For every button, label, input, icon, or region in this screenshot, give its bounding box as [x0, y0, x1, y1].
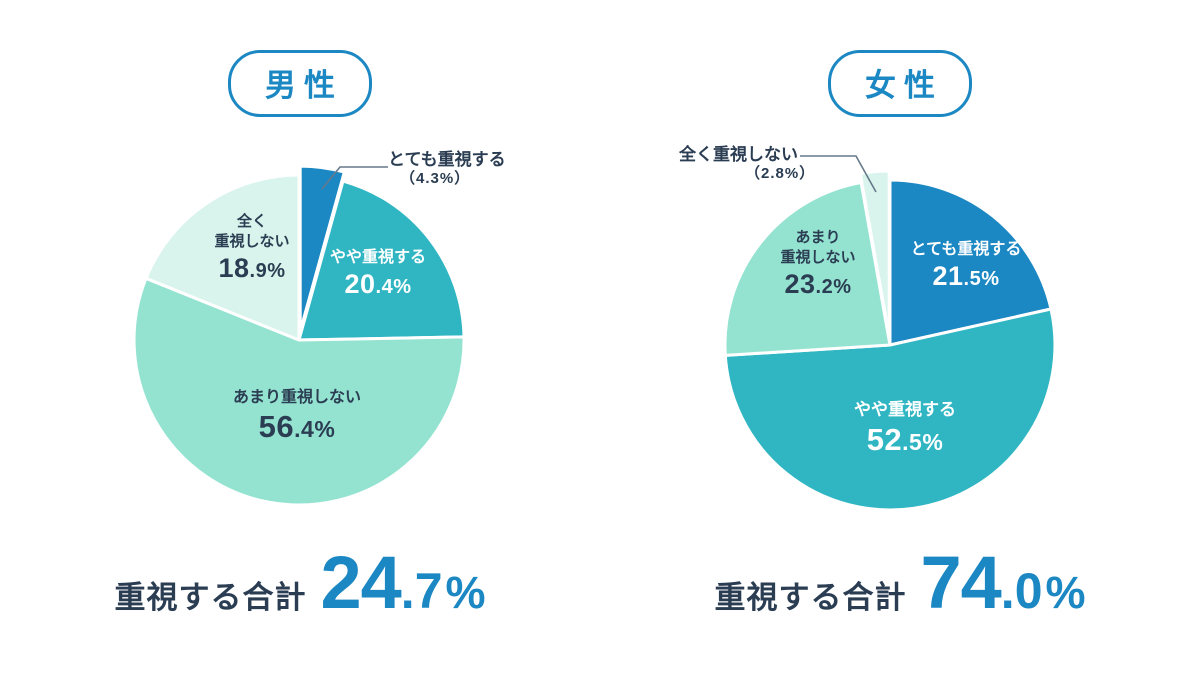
female-total-label: 重視する合計 — [714, 580, 907, 615]
male-chart-panel: 男性 とても重視する （4.3%） やや重視する 20.4% あまり重視しない 56.4%… — [0, 50, 600, 625]
female-title-badge: 女性 — [828, 50, 972, 117]
pie-slice-0-0 — [298, 164, 346, 333]
slice-label-0-2: あまり重視しない 56.4% — [232, 389, 362, 444]
total-percent-sign: % — [445, 567, 486, 618]
pie-slice-0-2 — [132, 276, 466, 507]
callout-leader-line — [321, 166, 388, 190]
male-total-label: 重視する合計 — [114, 580, 307, 615]
female-total-value: 74.0% — [920, 540, 1085, 625]
slice-label-1-1: やや重視する 52.5% — [854, 400, 956, 457]
total-int: 74 — [920, 541, 1001, 624]
male-total: 重視する合計 24.7% — [0, 540, 600, 625]
male-title-label: 男性 — [265, 68, 343, 103]
slice-label-0-1: やや重視する 20.4% — [329, 249, 427, 299]
pie-slice-1-2 — [723, 181, 892, 357]
male-pie-chart: とても重視する （4.3%） やや重視する 20.4% あまり重視しない 56.4% 全く重… — [64, 105, 534, 575]
callout-value-0: （4.3%） — [400, 170, 471, 187]
pie-slice-0-3 — [144, 173, 301, 342]
pie-slice-1-0 — [888, 178, 1053, 347]
slice-label-1-0: とても重視する 21.5% — [910, 241, 1022, 291]
female-pie-svg — [723, 155, 1057, 512]
female-pie-chart: 全く重視しない （2.8%） とても重視する 21.5% やや重視する 52.5% あまり重… — [655, 110, 1125, 580]
slice-label-1-2: あまり 重視しない 23.2% — [780, 229, 856, 299]
total-frac: .0 — [1000, 563, 1043, 619]
female-chart-panel: 女性 全く重視しない （2.8%） とても重視する 21.5% やや重視する 52.5% あ… — [600, 0, 1200, 675]
total-int: 24 — [320, 541, 401, 624]
callout-leader-line — [800, 155, 877, 193]
callout-label-0: とても重視する — [388, 150, 506, 169]
female-total: 重視する合計 74.0% — [600, 540, 1200, 625]
callout-label-1: 全く重視しない — [679, 145, 798, 164]
total-percent-sign: % — [1045, 567, 1086, 618]
male-pie-svg — [132, 164, 466, 507]
female-title-label: 女性 — [865, 68, 943, 103]
pie-slice-1-3 — [858, 169, 891, 338]
callout-value-1: （2.8%） — [745, 165, 816, 182]
male-title-badge: 男性 — [228, 50, 372, 117]
slice-label-0-3: 全く 重視しない 18.9% — [214, 213, 290, 283]
pie-slice-1-1 — [723, 307, 1057, 512]
pie-slice-0-1 — [297, 179, 466, 342]
total-frac: .7 — [400, 563, 443, 619]
male-total-value: 24.7% — [320, 540, 485, 625]
